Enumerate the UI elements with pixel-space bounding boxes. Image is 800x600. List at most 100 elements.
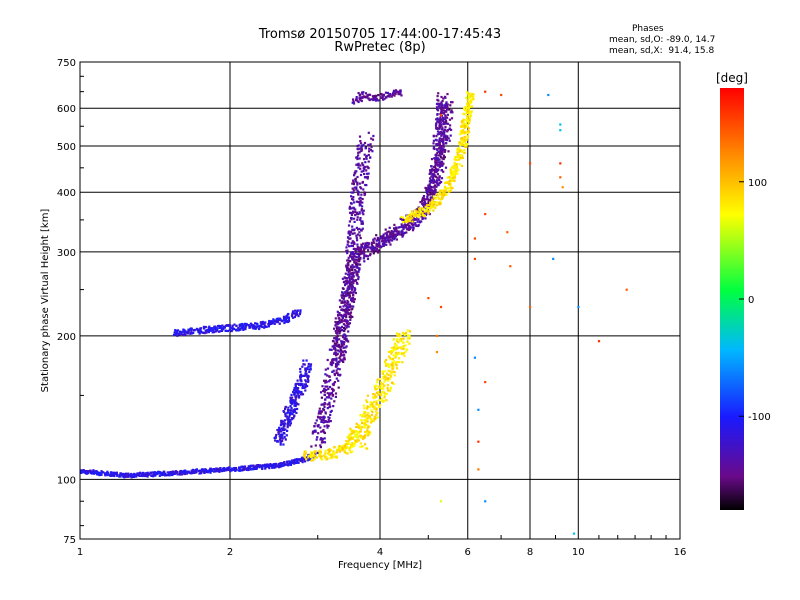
data-point <box>427 210 430 213</box>
data-point <box>319 446 322 449</box>
data-point <box>279 441 282 444</box>
data-point <box>345 246 348 249</box>
data-point <box>384 232 387 235</box>
data-point <box>351 244 354 247</box>
data-point <box>376 381 379 384</box>
data-point <box>456 168 460 171</box>
data-point <box>402 233 405 236</box>
data-point <box>368 425 371 428</box>
data-point <box>380 96 383 99</box>
data-point <box>359 236 362 240</box>
data-point <box>274 466 277 469</box>
data-point <box>291 313 294 316</box>
data-point <box>276 320 279 323</box>
data-point <box>442 97 445 100</box>
data-point <box>412 224 415 227</box>
data-point <box>214 326 217 329</box>
data-point <box>274 439 277 442</box>
data-point <box>338 350 341 353</box>
data-point <box>330 397 333 400</box>
data-point <box>435 103 439 106</box>
data-point <box>338 332 341 335</box>
data-point <box>252 325 255 328</box>
data-point <box>348 276 351 279</box>
data-point <box>144 473 147 476</box>
data-point <box>460 164 464 168</box>
data-point <box>440 145 443 148</box>
data-point <box>453 158 456 161</box>
data-point <box>82 469 85 472</box>
data-point <box>373 397 376 400</box>
data-point <box>289 419 292 423</box>
data-point <box>461 150 464 153</box>
data-point <box>389 358 392 361</box>
data-point <box>326 385 329 388</box>
data-point <box>411 220 414 223</box>
data-point <box>411 213 415 216</box>
data-point <box>468 92 471 95</box>
data-point <box>356 99 359 103</box>
data-point <box>358 426 361 430</box>
data-point <box>337 379 340 382</box>
data-point <box>350 268 353 271</box>
data-point <box>349 318 352 321</box>
data-point <box>334 349 337 352</box>
data-point <box>121 475 124 478</box>
data-point <box>471 93 474 96</box>
data-point <box>336 361 339 364</box>
data-point <box>372 252 375 255</box>
data-point <box>193 471 196 474</box>
data-point <box>207 329 210 332</box>
data-point <box>435 106 439 109</box>
data-point <box>244 328 247 331</box>
data-point <box>439 305 443 309</box>
data-point <box>213 468 216 471</box>
data-point <box>384 375 387 379</box>
data-point <box>403 231 406 234</box>
data-point <box>185 330 188 333</box>
data-point <box>466 98 469 101</box>
data-point <box>344 282 347 286</box>
data-point <box>343 329 346 332</box>
data-point <box>100 470 103 473</box>
data-point <box>373 249 376 252</box>
data-point <box>470 95 474 98</box>
data-point <box>334 365 337 368</box>
data-point <box>559 129 562 132</box>
data-point <box>353 288 357 291</box>
data-point <box>363 95 366 98</box>
y-tick-label: 100 <box>57 475 76 486</box>
data-point <box>417 223 420 227</box>
data-point <box>445 110 448 113</box>
data-point <box>390 346 393 349</box>
data-point <box>468 130 471 133</box>
data-point <box>356 256 359 259</box>
data-point <box>341 300 344 303</box>
data-point <box>280 422 283 425</box>
data-point <box>459 133 462 136</box>
data-point <box>378 405 381 408</box>
data-point <box>338 445 341 448</box>
data-point <box>255 326 258 329</box>
data-point <box>342 293 345 296</box>
data-point <box>349 278 352 282</box>
data-point <box>364 92 368 95</box>
data-point <box>345 440 348 443</box>
data-point <box>439 145 442 148</box>
data-point <box>303 456 307 459</box>
data-point <box>344 308 347 312</box>
data-point <box>400 233 403 236</box>
data-point <box>382 399 385 402</box>
data-point <box>271 465 274 468</box>
data-point <box>416 210 419 213</box>
data-point <box>387 239 390 242</box>
data-point <box>410 226 413 229</box>
data-point <box>367 243 370 246</box>
data-point <box>351 445 354 449</box>
data-point <box>438 176 441 179</box>
data-point <box>327 420 331 423</box>
data-point <box>358 97 362 100</box>
data-point <box>326 367 330 370</box>
data-point <box>375 239 378 242</box>
data-point <box>295 394 298 397</box>
